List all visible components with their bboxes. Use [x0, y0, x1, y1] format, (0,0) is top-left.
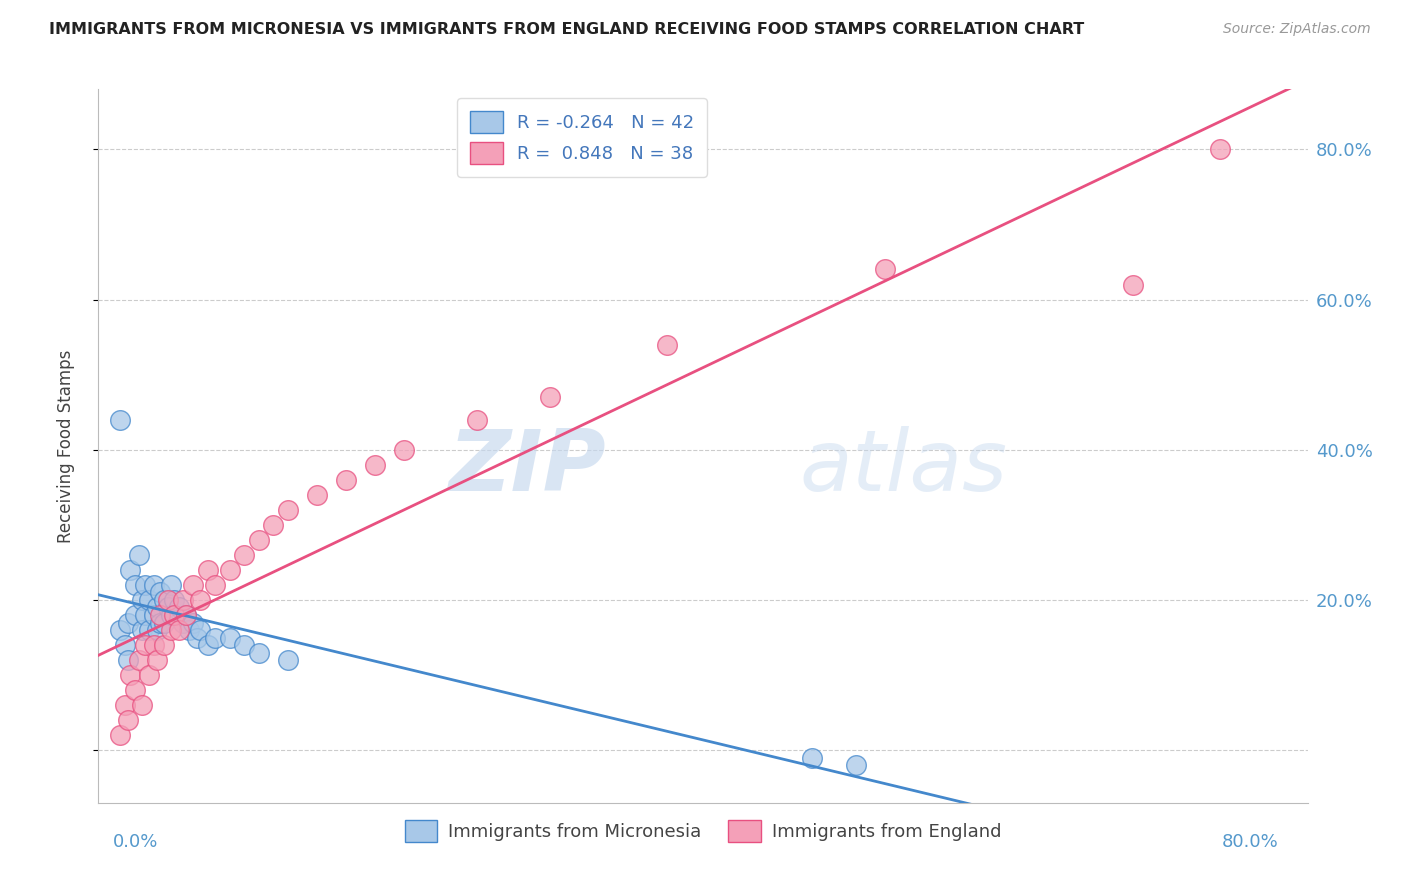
Point	[149, 607, 172, 622]
Point	[305, 488, 328, 502]
Point	[153, 615, 176, 630]
Point	[131, 698, 153, 713]
Point	[157, 593, 180, 607]
Point	[277, 503, 299, 517]
Point	[174, 607, 197, 622]
Point	[142, 607, 165, 622]
Point	[465, 413, 488, 427]
Point	[124, 578, 146, 592]
Point	[153, 593, 176, 607]
Point	[114, 698, 136, 713]
Point	[117, 615, 139, 630]
Point	[247, 646, 270, 660]
Point	[172, 615, 194, 630]
Point	[124, 607, 146, 622]
Point	[110, 728, 132, 742]
Text: 0.0%: 0.0%	[112, 833, 159, 851]
Point	[197, 563, 219, 577]
Point	[394, 442, 416, 457]
Text: atlas: atlas	[800, 425, 1008, 509]
Text: 80.0%: 80.0%	[1222, 833, 1278, 851]
Point	[1122, 277, 1144, 292]
Point	[134, 638, 156, 652]
Point	[163, 607, 186, 622]
Point	[364, 458, 387, 472]
Point	[134, 578, 156, 592]
Point	[138, 668, 160, 682]
Text: IMMIGRANTS FROM MICRONESIA VS IMMIGRANTS FROM ENGLAND RECEIVING FOOD STAMPS CORR: IMMIGRANTS FROM MICRONESIA VS IMMIGRANTS…	[49, 22, 1084, 37]
Point	[174, 607, 197, 622]
Point	[138, 593, 160, 607]
Point	[128, 548, 150, 562]
Point	[801, 750, 824, 764]
Point	[110, 623, 132, 637]
Point	[262, 517, 284, 532]
Point	[277, 653, 299, 667]
Point	[335, 473, 357, 487]
Point	[204, 578, 226, 592]
Point	[218, 563, 240, 577]
Point	[186, 631, 208, 645]
Point	[233, 548, 256, 562]
Point	[131, 593, 153, 607]
Point	[197, 638, 219, 652]
Point	[138, 623, 160, 637]
Point	[117, 713, 139, 727]
Y-axis label: Receiving Food Stamps: Receiving Food Stamps	[56, 350, 75, 542]
Point	[149, 585, 172, 599]
Point	[875, 262, 897, 277]
Point	[233, 638, 256, 652]
Point	[190, 623, 212, 637]
Point	[142, 638, 165, 652]
Point	[181, 615, 204, 630]
Point	[117, 653, 139, 667]
Point	[131, 623, 153, 637]
Point	[149, 615, 172, 630]
Point	[160, 623, 183, 637]
Point	[153, 638, 176, 652]
Point	[145, 653, 167, 667]
Point	[1209, 142, 1232, 156]
Point	[204, 631, 226, 645]
Text: ZIP: ZIP	[449, 425, 606, 509]
Point	[167, 600, 190, 615]
Point	[124, 683, 146, 698]
Point	[110, 413, 132, 427]
Point	[157, 600, 180, 615]
Point	[114, 638, 136, 652]
Point	[163, 593, 186, 607]
Text: Source: ZipAtlas.com: Source: ZipAtlas.com	[1223, 22, 1371, 37]
Point	[142, 578, 165, 592]
Point	[538, 390, 561, 404]
Point	[145, 600, 167, 615]
Point	[120, 563, 142, 577]
Point	[160, 578, 183, 592]
Point	[247, 533, 270, 547]
Point	[172, 593, 194, 607]
Point	[145, 623, 167, 637]
Point	[190, 593, 212, 607]
Point	[218, 631, 240, 645]
Legend: Immigrants from Micronesia, Immigrants from England: Immigrants from Micronesia, Immigrants f…	[395, 811, 1011, 851]
Point	[177, 623, 200, 637]
Point	[120, 668, 142, 682]
Point	[167, 623, 190, 637]
Point	[845, 758, 868, 772]
Point	[655, 337, 678, 351]
Point	[181, 578, 204, 592]
Point	[134, 607, 156, 622]
Point	[128, 653, 150, 667]
Point	[160, 607, 183, 622]
